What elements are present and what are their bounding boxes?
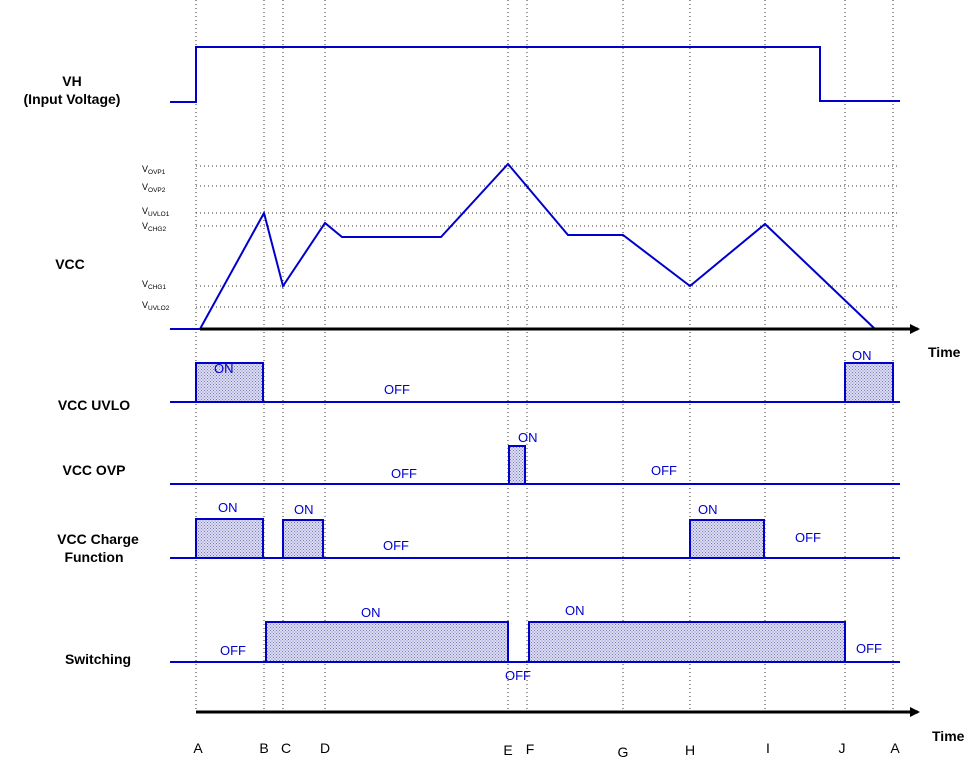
switching-off-label-3: OFF [856, 641, 882, 656]
level-label-ovp2: VOVP2 [142, 182, 166, 194]
level-label-chg1: VCHG1 [142, 279, 166, 291]
row-label-vh: VH [62, 73, 81, 89]
row-label-charge-sub: Function [64, 549, 123, 565]
row-label-switching: Switching [65, 651, 131, 667]
time-guides [196, 0, 893, 712]
uvlo-pulse-2 [845, 363, 893, 402]
row-label-uvlo: VCC UVLO [58, 397, 130, 413]
charge-off-label-2: OFF [795, 530, 821, 545]
uvlo-off-label: OFF [384, 382, 410, 397]
vcc-waveform [170, 164, 875, 329]
time-point-d: D [320, 740, 330, 756]
switching-on-label-1: ON [361, 605, 381, 620]
ovp-off-label-1: OFF [391, 466, 417, 481]
charge-on-label-1: ON [218, 500, 238, 515]
row-label-vcc: VCC [55, 256, 85, 272]
time-point-c: C [281, 740, 291, 756]
level-label-chg2: VCHG2 [142, 221, 166, 233]
level-label-ovp1: VOVP1 [142, 164, 166, 176]
charge-on-label-2: ON [294, 502, 314, 517]
charge-row: ON ON ON OFF OFF [170, 500, 900, 558]
time-point-labels: A B C D E F G H I J A [193, 740, 900, 760]
time-point-f: F [526, 741, 535, 757]
time-point-j: J [839, 740, 846, 756]
time-point-a: A [193, 740, 203, 756]
time-point-e: E [503, 742, 512, 758]
row-label-charge: VCC Charge [57, 531, 139, 547]
time-point-a-end: A [890, 740, 900, 756]
switching-off-label-1: OFF [220, 643, 246, 658]
ovp-row: ON OFF OFF [170, 430, 900, 484]
row-label-ovp: VCC OVP [62, 462, 125, 478]
time-point-i: I [766, 740, 770, 756]
bottom-time-label: Time [932, 728, 965, 744]
switching-pulse-1 [266, 622, 508, 662]
uvlo-on-label-1: ON [214, 361, 234, 376]
switching-on-label-2: ON [565, 603, 585, 618]
switching-pulse-2 [529, 622, 845, 662]
vcc-level-guides [196, 166, 900, 307]
row-labels: VH (Input Voltage) VCC VCC UVLO VCC OVP … [24, 73, 140, 667]
uvlo-row: ON ON OFF [170, 348, 900, 402]
vh-waveform [170, 47, 900, 102]
vcc-time-label: Time [928, 344, 961, 360]
charge-off-label-1: OFF [383, 538, 409, 553]
time-point-h: H [685, 742, 695, 758]
ovp-off-label-2: OFF [651, 463, 677, 478]
row-label-vh-sub: (Input Voltage) [24, 91, 121, 107]
charge-pulse-1 [196, 519, 263, 558]
time-point-b: B [259, 740, 268, 756]
level-label-uvlo1: VUVLO1 [142, 206, 170, 218]
charge-pulse-2 [283, 520, 323, 558]
switching-row: ON ON OFF OFF OFF [170, 603, 900, 683]
uvlo-on-label-2: ON [852, 348, 872, 363]
charge-on-label-3: ON [698, 502, 718, 517]
ovp-on-label: ON [518, 430, 538, 445]
charge-pulse-3 [690, 520, 764, 558]
vcc-level-labels: VOVP1 VOVP2 VUVLO1 VCHG2 VCHG1 VUVLO2 [142, 164, 170, 312]
switching-off-label-2: OFF [505, 668, 531, 683]
time-point-g: G [618, 744, 629, 760]
ovp-pulse [509, 446, 525, 484]
level-label-uvlo2: VUVLO2 [142, 300, 170, 312]
